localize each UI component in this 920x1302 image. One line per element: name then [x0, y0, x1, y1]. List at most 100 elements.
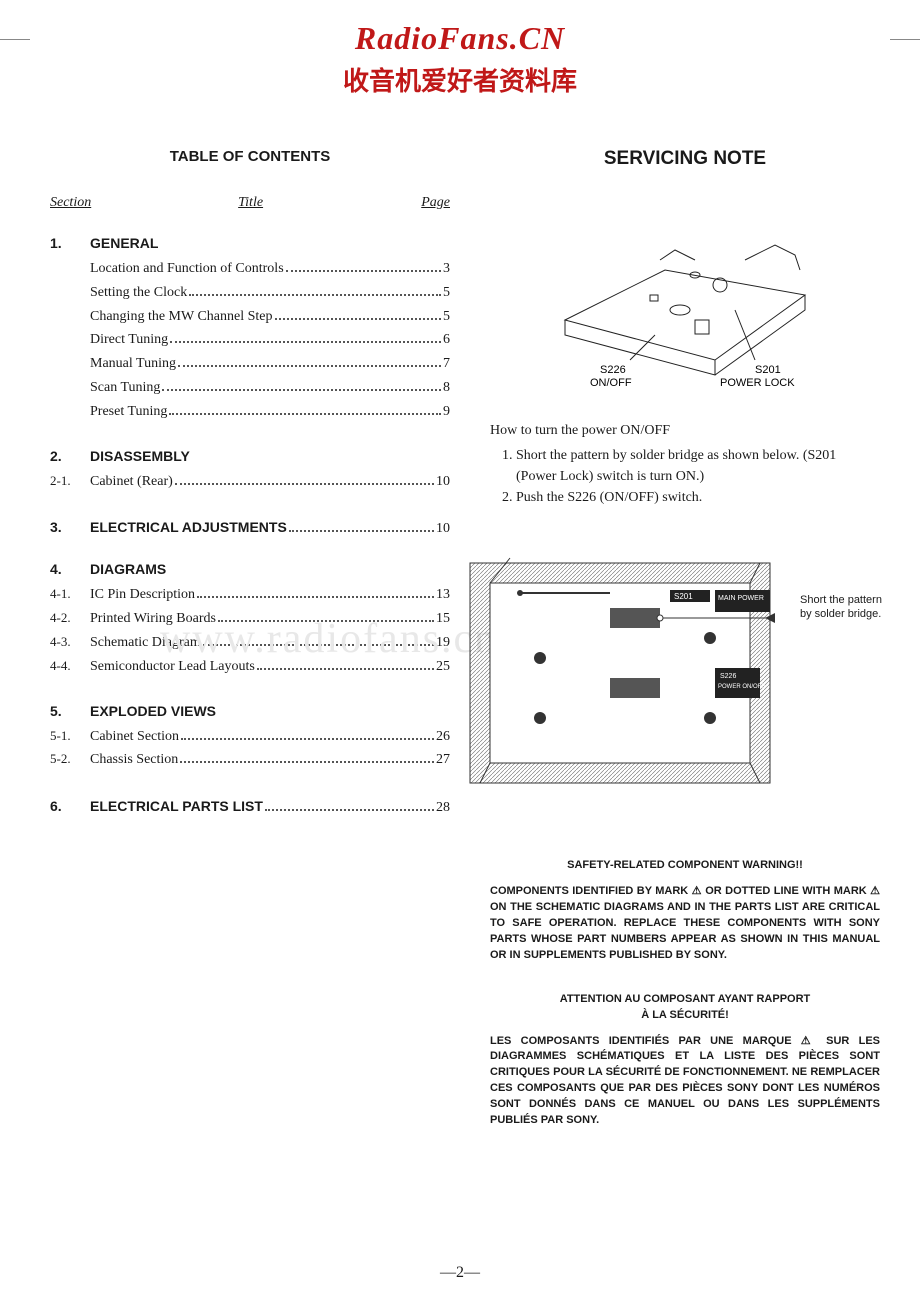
toc-entry-page: 9: [443, 400, 450, 424]
toc-column: TABLE OF CONTENTS Section Title Page 1.G…: [50, 148, 450, 1129]
toc-entry-page: 5: [443, 305, 450, 329]
toc-entry: 4-2.Printed Wiring Boards15: [50, 607, 450, 631]
warning-french: ATTENTION AU COMPOSANT AYANT RAPPORT À L…: [490, 992, 880, 1130]
toc-heading: TABLE OF CONTENTS: [50, 148, 450, 165]
warning-english: SAFETY-RELATED COMPONENT WARNING!! COMPO…: [490, 858, 880, 964]
warning-en-body: COMPONENTS IDENTIFIED BY MARK ⚠ OR DOTTE…: [490, 884, 880, 964]
toc-entry: Changing the MW Channel Step 5: [50, 305, 450, 329]
toc-entry: Direct Tuning 6: [50, 328, 450, 352]
toc-entry-label: Schematic Diagram: [90, 631, 201, 655]
toc-entry-label: Printed Wiring Boards: [90, 607, 216, 631]
toc-body: 1.GENERAL Location and Function of Contro…: [50, 235, 450, 816]
toc-entry-label: Semiconductor Lead Layouts: [90, 655, 255, 679]
device-svg: S226 ON/OFF S201 POWER LOCK: [545, 200, 825, 400]
toc-dots: [289, 530, 434, 532]
warning-fr-title: ATTENTION AU COMPOSANT AYANT RAPPORT À L…: [490, 992, 880, 1024]
howto-step: Short the pattern by solder bridge as sh…: [516, 445, 880, 487]
toc-sec-title: DISASSEMBLY: [90, 448, 450, 464]
pcb-svg: S201 MAIN POWER S226 POWER ON/OFF: [460, 538, 790, 798]
toc-section-heading: 2.DISASSEMBLY: [50, 448, 450, 464]
toc-section-heading: 5.EXPLODED VIEWS: [50, 703, 450, 719]
toc-section-heading: 1.GENERAL: [50, 235, 450, 251]
howto-step: Push the S226 (ON/OFF) switch.: [516, 487, 880, 508]
toc-entry-page: 8: [443, 376, 450, 400]
toc-entry-label: Cabinet (Rear): [90, 470, 173, 494]
toc-sub-num: 5-2.: [50, 748, 90, 770]
site-subtitle: 收音机爱好者资料库: [50, 61, 870, 98]
toc-entry-page: 25: [436, 655, 450, 679]
toc-dots: [286, 270, 441, 272]
toc-sub-num: 4-4.: [50, 655, 90, 677]
toc-entry: 5-2.Chassis Section 27: [50, 748, 450, 772]
warning-en-title: SAFETY-RELATED COMPONENT WARNING!!: [490, 858, 880, 874]
toc-entry-page: 5: [443, 281, 450, 305]
toc-dots: [169, 413, 441, 415]
toc-sec-title: DIAGRAMS: [90, 561, 450, 577]
toc-sec-title: ELECTRICAL PARTS LIST: [90, 798, 263, 814]
toc-entry: 4-1.IC Pin Description 13: [50, 583, 450, 607]
toc-entry-label: Setting the Clock: [90, 281, 187, 305]
pcb-label-s201: S201: [674, 592, 693, 601]
label-s201: S201: [755, 364, 781, 376]
toc-section-inline: 3.ELECTRICAL ADJUSTMENTS10: [50, 519, 450, 537]
label-powerlock: POWER LOCK: [720, 377, 795, 389]
toc-entry-page: 6: [443, 328, 450, 352]
toc-dots: [218, 620, 434, 622]
pcb-diagram: S201 MAIN POWER S226 POWER ON/OFF Short …: [460, 538, 880, 798]
servicing-heading: SERVICING NOTE: [490, 148, 880, 170]
toc-dots: [181, 738, 434, 740]
toc-dots: [257, 668, 434, 670]
device-diagram: S226 ON/OFF S201 POWER LOCK: [545, 200, 825, 400]
toc-entry: Setting the Clock 5: [50, 281, 450, 305]
toc-entry-page: 13: [436, 583, 450, 607]
toc-dots: [203, 644, 434, 646]
toc-sec-num: 6.: [50, 798, 90, 814]
warning-fr-body: LES COMPOSANTS IDENTIFIÉS PAR UNE MARQUE…: [490, 1034, 880, 1130]
toc-sub-num: 4-3.: [50, 631, 90, 653]
howto-block: How to turn the power ON/OFF Short the p…: [490, 420, 880, 508]
toc-entry: Preset Tuning9: [50, 400, 450, 424]
toc-page: 28: [436, 800, 450, 816]
page-number: —2—: [440, 1264, 480, 1282]
header-title: Title: [91, 195, 410, 211]
toc-dots: [189, 294, 441, 296]
toc-dots: [265, 809, 434, 811]
toc-dots: [175, 483, 434, 485]
toc-entry-label: Changing the MW Channel Step: [90, 305, 273, 329]
howto-steps: Short the pattern by solder bridge as sh…: [490, 445, 880, 508]
howto-title: How to turn the power ON/OFF: [490, 420, 880, 441]
toc-sub-num: 4-1.: [50, 583, 90, 605]
toc-entry-page: 7: [443, 352, 450, 376]
toc-entry-page: 27: [436, 748, 450, 772]
label-s226: S226: [600, 364, 626, 376]
toc-entry: 5-1.Cabinet Section26: [50, 725, 450, 749]
toc-entry-label: Cabinet Section: [90, 725, 179, 749]
toc-dots: [178, 365, 441, 367]
toc-entry-label: Manual Tuning: [90, 352, 176, 376]
toc-entry-page: 3: [443, 257, 450, 281]
toc-section-heading: 4.DIAGRAMS: [50, 561, 450, 577]
toc-entry: 2-1.Cabinet (Rear) 10: [50, 470, 450, 494]
two-column-layout: TABLE OF CONTENTS Section Title Page 1.G…: [50, 148, 870, 1129]
toc-entry-page: 26: [436, 725, 450, 749]
toc-entry-label: Chassis Section: [90, 748, 178, 772]
toc-entry-page: 19: [436, 631, 450, 655]
header-page: Page: [410, 195, 450, 211]
toc-dots: [197, 596, 434, 598]
pcb-label-mainpower: MAIN POWER: [718, 595, 764, 602]
toc-sub-num: 2-1.: [50, 470, 90, 492]
toc-entry: 4-4.Semiconductor Lead Layouts 25: [50, 655, 450, 679]
toc-page: 10: [436, 521, 450, 537]
toc-sec-num: 5.: [50, 703, 90, 719]
toc-entry-label: Direct Tuning: [90, 328, 168, 352]
toc-entry-label: Location and Function of Controls: [90, 257, 284, 281]
label-onoff: ON/OFF: [590, 377, 632, 389]
toc-entry-page: 10: [436, 470, 450, 494]
toc-entry-label: IC Pin Description: [90, 583, 195, 607]
toc-sec-num: 1.: [50, 235, 90, 251]
toc-sec-num: 2.: [50, 448, 90, 464]
toc-entry-page: 15: [436, 607, 450, 631]
toc-dots: [275, 318, 442, 320]
pcb-label-power-onoff: POWER ON/OFF: [718, 684, 765, 690]
toc-column-headers: Section Title Page: [50, 195, 450, 211]
